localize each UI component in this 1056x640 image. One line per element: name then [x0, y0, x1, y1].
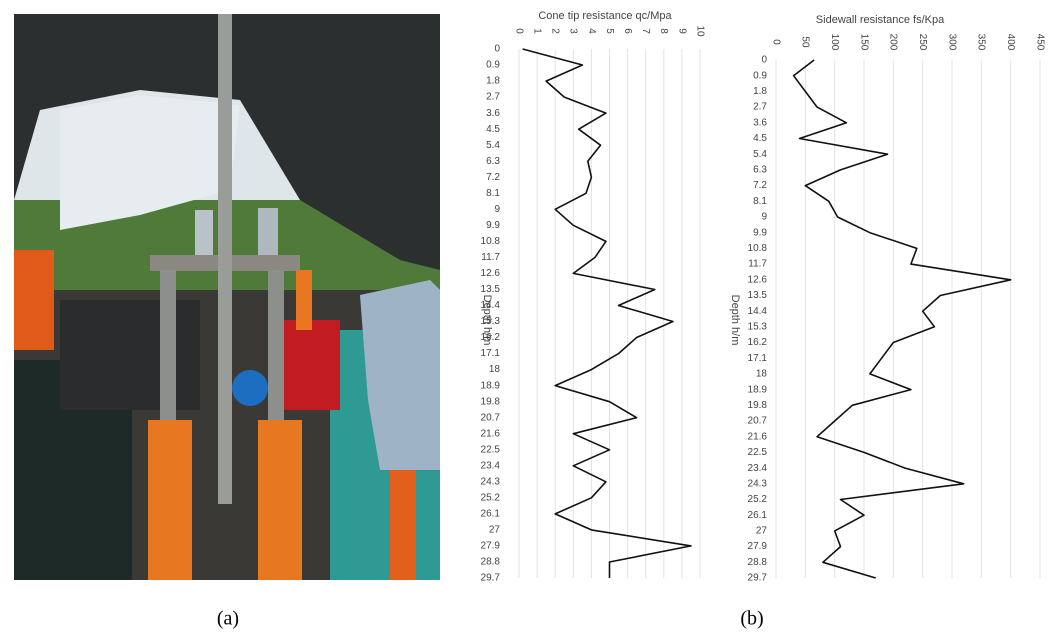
y-tick-label: 14.4 [481, 300, 501, 311]
y-tick-label: 14.4 [748, 306, 768, 317]
x-tick-label: 9 [676, 28, 687, 34]
y-tick-label: 5.4 [753, 149, 767, 160]
line [522, 48, 692, 578]
x-tick-label: 400 [1005, 34, 1016, 51]
y-tick-label: 26.1 [748, 510, 768, 521]
y-tick-label: 7.2 [486, 172, 500, 183]
y-tick-label: 10.8 [748, 243, 768, 254]
y-axis-label: Depth h/m [729, 295, 741, 346]
x-tick-label: 200 [888, 34, 899, 51]
y-tick-label: 29.7 [481, 573, 501, 584]
x-tick-label: 1 [531, 28, 542, 34]
y-tick-label: 24.3 [748, 478, 768, 489]
y-tick-label: 0.9 [753, 70, 767, 81]
y-tick-label: 5.4 [486, 140, 500, 151]
x-tick-label: 300 [946, 34, 957, 51]
x-tick-label: 0 [770, 39, 781, 45]
y-tick-label: 24.3 [481, 476, 501, 487]
y-tick-label: 27.9 [481, 541, 501, 552]
y-tick-label: 27 [489, 525, 501, 536]
y-tick-label: 7.2 [753, 180, 767, 191]
y-tick-label: 9 [494, 204, 500, 215]
x-tick-label: 350 [976, 34, 987, 51]
y-tick-label: 20.7 [748, 416, 768, 427]
x-tick-label: 3 [568, 28, 579, 34]
y-tick-label: 18 [489, 364, 501, 375]
caption: (b) [740, 608, 763, 630]
y-tick-label: 2.7 [486, 92, 500, 103]
line [792, 59, 1012, 579]
y-tick-label: 21.6 [481, 428, 501, 439]
y-tick-label: 1.8 [486, 76, 500, 87]
y-tick-label: 18.9 [748, 384, 768, 395]
y-tick-label: 25.2 [481, 492, 501, 503]
caption: (a) [217, 608, 239, 630]
y-tick-label: 15.3 [481, 316, 501, 327]
y-tick-label: 1.8 [753, 86, 767, 97]
y-tick-label: 13.5 [481, 284, 501, 295]
y-tick-label: 16.2 [481, 332, 501, 343]
x-tick-label: 100 [829, 34, 840, 51]
x-tick-label: 50 [800, 36, 811, 48]
y-axis-label: Depth h/m [481, 295, 493, 346]
chart-title: Cone tip resistance qc/Mpa [538, 10, 672, 22]
y-tick-label: 27 [756, 526, 768, 537]
x-tick-label: 8 [658, 28, 669, 34]
y-tick-label: 4.5 [486, 124, 500, 135]
x-tick-label: 0 [513, 28, 524, 34]
y-tick-label: 12.6 [481, 268, 501, 279]
x-tick-label: 10 [694, 25, 705, 37]
site-photo [14, 14, 440, 580]
chart-title: Sidewall resistance fs/Kpa [816, 14, 945, 26]
y-tick-label: 8.1 [753, 196, 767, 207]
x-tick-label: 250 [917, 34, 928, 51]
y-tick-label: 26.1 [481, 509, 501, 520]
y-tick-label: 10.8 [481, 236, 501, 247]
y-tick-label: 0 [494, 44, 500, 55]
y-tick-label: 28.8 [481, 557, 501, 568]
y-tick-label: 11.7 [481, 252, 500, 263]
y-tick-label: 0 [761, 55, 767, 66]
y-tick-label: 28.8 [748, 557, 768, 568]
x-tick-label: 5 [604, 28, 615, 34]
y-tick-label: 23.4 [481, 460, 501, 471]
y-tick-label: 25.2 [748, 494, 768, 505]
y-tick-label: 17.1 [748, 353, 768, 364]
x-tick-label: 4 [586, 28, 597, 34]
x-tick-label: 7 [640, 28, 651, 34]
y-tick-label: 9.9 [486, 220, 500, 231]
y-tick-label: 3.6 [486, 108, 500, 119]
y-tick-label: 29.7 [748, 573, 768, 584]
x-tick-label: 450 [1034, 34, 1045, 51]
y-tick-label: 20.7 [481, 412, 501, 423]
x-tick-label: 2 [550, 28, 561, 34]
y-tick-label: 6.3 [753, 165, 767, 176]
y-tick-label: 9.9 [753, 227, 767, 238]
y-tick-label: 4.5 [753, 133, 767, 144]
y-tick-label: 16.2 [748, 337, 768, 348]
y-tick-label: 12.6 [748, 274, 768, 285]
y-tick-label: 2.7 [753, 102, 767, 113]
y-tick-label: 17.1 [481, 348, 501, 359]
y-tick-label: 9 [761, 212, 767, 223]
y-tick-label: 6.3 [486, 156, 500, 167]
y-tick-label: 27.9 [748, 541, 768, 552]
y-tick-label: 21.6 [748, 431, 768, 442]
y-tick-label: 18.9 [481, 380, 501, 391]
y-tick-label: 11.7 [748, 259, 767, 270]
y-tick-label: 15.3 [748, 321, 768, 332]
y-tick-label: 18 [756, 369, 768, 380]
y-tick-label: 0.9 [486, 60, 500, 71]
x-tick-label: 150 [858, 34, 869, 51]
y-tick-label: 22.5 [481, 444, 501, 455]
y-tick-label: 23.4 [748, 463, 768, 474]
y-tick-label: 22.5 [748, 447, 768, 458]
y-tick-label: 13.5 [748, 290, 768, 301]
y-tick-label: 3.6 [753, 117, 767, 128]
y-tick-label: 19.8 [481, 396, 501, 407]
y-tick-label: 19.8 [748, 400, 768, 411]
y-tick-label: 8.1 [486, 188, 500, 199]
x-tick-label: 6 [622, 28, 633, 34]
